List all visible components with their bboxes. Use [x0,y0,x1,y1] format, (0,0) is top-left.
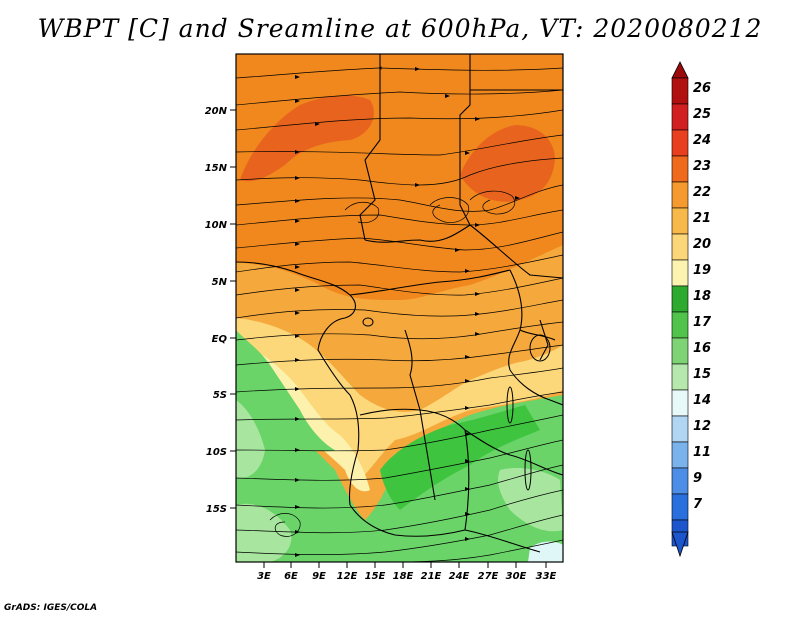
longitude-axis: 3E 6E 9E 12E 15E 18E 21E 24E 27E 30E 33E [257,562,557,582]
svg-text:5N: 5N [212,277,228,288]
svg-text:3E: 3E [257,571,271,582]
svg-text:33E: 33E [536,571,557,582]
colorbar-cell [671,103,689,131]
cb-label-19: 19 [693,263,711,278]
fill-16-17-west [236,330,335,452]
colorbar-cell [671,155,689,183]
fill-15-16-c [498,468,563,532]
cb-label-25: 25 [693,107,711,122]
lat-tick-10s: 10S [206,447,236,458]
grads-credit: GrADS: IGES/COLA [4,603,98,613]
svg-text:15N: 15N [205,163,228,174]
colorbar-cell [671,363,689,391]
lat-tick-eq: EQ [212,334,236,345]
colorbar-cell [671,467,689,495]
cb-label-22: 22 [693,185,711,200]
svg-text:5S: 5S [213,390,227,401]
lon-tick-18e: 18E [393,562,414,582]
lon-tick-6e: 6E [284,562,298,582]
colorbar-labels: 26 25 24 23 22 21 20 19 18 17 16 15 14 1… [693,81,712,512]
colorbar-cell [671,77,689,105]
lon-tick-3e: 3E [257,562,271,582]
streamline-arrows [295,67,520,557]
streamlines [236,66,563,562]
cb-label-11: 11 [693,445,711,460]
colorbar-top-arrow [671,61,689,79]
cb-label-15: 15 [693,367,711,382]
colorbar: 26 25 24 23 22 21 20 19 18 17 16 15 14 1… [671,61,712,558]
lat-tick-15n: 15N [205,163,236,174]
colorbar-bottom-arrow [671,531,689,558]
svg-text:30E: 30E [506,571,527,582]
colorbar-cells [671,77,689,547]
colorbar-cell [671,129,689,157]
lat-tick-20n: 20N [205,106,236,117]
fill-22-23-west [240,95,374,182]
svg-text:15E: 15E [365,571,386,582]
colorbar-cell [671,441,689,469]
lon-tick-12e: 12E [337,562,358,582]
svg-text:12E: 12E [337,571,358,582]
fill-19-20 [236,318,563,480]
lat-tick-15s: 15S [206,504,236,515]
svg-text:21E: 21E [421,571,442,582]
svg-text:10N: 10N [205,220,228,231]
svg-text:18E: 18E [393,571,414,582]
svg-text:9E: 9E [312,571,326,582]
colorbar-cell [671,337,689,365]
svg-text:20N: 20N [205,106,228,117]
cb-label-17: 17 [693,315,712,330]
lat-tick-5n: 5N [212,277,236,288]
lon-tick-30e: 30E [506,562,527,582]
lon-tick-21e: 21E [421,562,442,582]
colorbar-cell [671,311,689,339]
lon-tick-9e: 9E [312,562,326,582]
lon-tick-33e: 33E [536,562,557,582]
colorbar-cell [671,233,689,261]
cb-label-7: 7 [693,497,703,512]
lat-tick-5s: 5S [213,390,236,401]
fill-22-23-east [460,125,555,202]
lakes [362,317,551,491]
cb-label-12: 12 [693,419,711,434]
map-title: WBPT [C] and Sreamline at 600hPa, VT: 20… [37,14,763,43]
colorbar-cell [671,415,689,443]
svg-text:6E: 6E [284,571,298,582]
map-plot-area [236,54,563,562]
lon-tick-24e: 24E [449,562,470,582]
fill-15-16-b [236,503,292,562]
svg-text:15S: 15S [206,504,227,515]
lon-tick-15e: 15E [365,562,386,582]
cb-label-21: 21 [693,211,711,226]
colorbar-cell [671,285,689,313]
colorbar-cell [671,259,689,287]
map-frame [235,53,564,563]
colorbar-cell [671,493,689,521]
fill-14-15 [528,541,563,562]
cb-label-9: 9 [693,471,702,486]
cb-label-24: 24 [693,133,711,148]
svg-text:10S: 10S [206,447,227,458]
cb-label-18: 18 [693,289,711,304]
svg-text:27E: 27E [478,571,499,582]
cb-label-20: 20 [693,237,711,252]
colorbar-cell [671,389,689,417]
cb-label-14: 14 [693,393,711,408]
latitude-axis: 20N 15N 10N 5N EQ 5S 10S 15S [205,106,236,515]
cb-label-23: 23 [693,159,711,174]
cb-label-26: 26 [693,81,711,96]
cb-label-16: 16 [693,341,711,356]
lat-tick-10n: 10N [205,220,236,231]
svg-text:EQ: EQ [212,334,228,345]
colorbar-cell [671,207,689,235]
lon-tick-27e: 27E [478,562,499,582]
country-borders [236,54,563,553]
svg-text:24E: 24E [449,571,470,582]
fill-17-18 [380,405,540,510]
colorbar-cell [671,181,689,209]
